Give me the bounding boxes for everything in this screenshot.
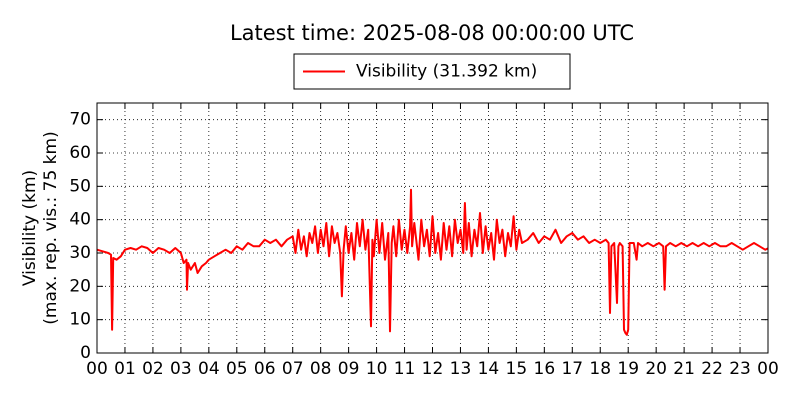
x-tick-label: 11 [394,359,416,379]
x-tick-label: 18 [589,359,611,379]
x-tick-label: 07 [282,359,304,379]
y-tick-label: 20 [69,276,91,296]
x-tick-label: 00 [86,359,108,379]
x-tick-label: 13 [450,359,472,379]
x-tick-label: 12 [422,359,444,379]
data-line [96,188,769,336]
x-tick-label: 08 [310,359,332,379]
y-tick-label: 30 [69,243,91,263]
y-tick-label: 40 [69,210,91,230]
x-tick-label: 16 [534,359,556,379]
x-tick-label: 09 [338,359,360,379]
y-axis-label: Visibility (km) [20,170,40,286]
y-tick-label: 60 [69,143,91,163]
legend-label: Visibility (31.392 km) [356,62,537,82]
x-tick-label: 03 [170,359,192,379]
y-tick-label: 70 [69,110,91,130]
y-tick-label: 10 [69,310,91,330]
chart-title: Latest time: 2025-08-08 00:00:00 UTC [230,21,634,45]
x-tick-label: 05 [226,359,248,379]
x-tick-label: 15 [506,359,528,379]
x-tick-label: 14 [478,359,500,379]
x-tick-label: 23 [729,359,751,379]
x-tick-label: 01 [114,359,136,379]
x-tick-label: 17 [561,359,583,379]
x-tick-label: 19 [617,359,639,379]
x-tick-label: 20 [645,359,667,379]
x-tick-label: 06 [254,359,276,379]
y-axis-label: (max. rep. vis.: 75 km) [41,131,61,324]
y-tick-label: 0 [80,343,91,363]
x-tick-label: 10 [366,359,388,379]
x-tick-label: 00 [757,359,779,379]
x-tick-label: 22 [701,359,723,379]
y-tick-label: 50 [69,176,91,196]
x-tick-label: 02 [142,359,164,379]
plot-frame [96,102,769,354]
x-tick-label: 21 [673,359,695,379]
x-tick-label: 04 [198,359,220,379]
